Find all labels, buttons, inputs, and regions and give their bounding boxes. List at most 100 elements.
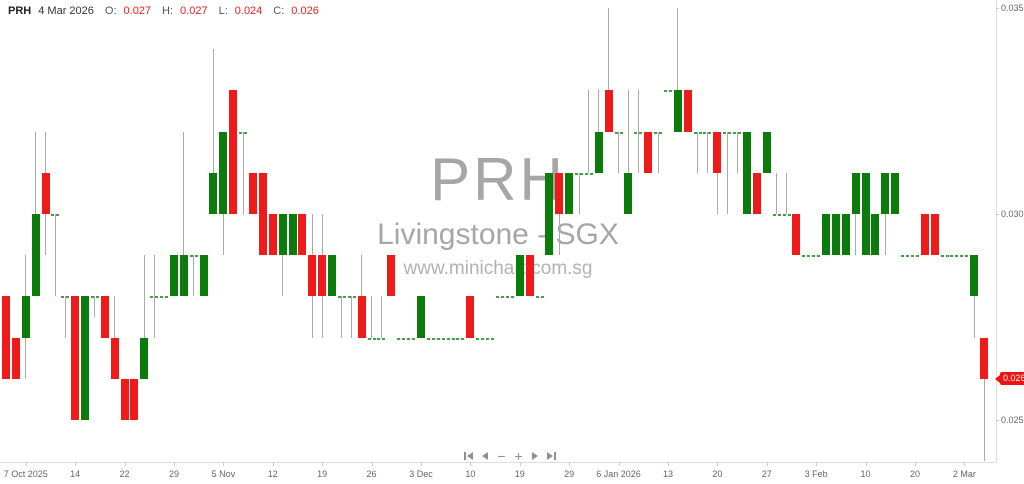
candle bbox=[268, 214, 277, 256]
time-axis-label: 12 bbox=[267, 469, 278, 479]
candle bbox=[71, 296, 80, 420]
candle-wick bbox=[706, 131, 708, 173]
candle bbox=[505, 296, 514, 299]
time-axis-tick bbox=[420, 462, 422, 466]
date-label: 4 Mar 2026 bbox=[38, 5, 94, 17]
candle-wick bbox=[716, 172, 718, 214]
candle bbox=[2, 296, 10, 379]
candle bbox=[920, 214, 929, 256]
candle bbox=[357, 296, 366, 338]
time-axis-label: 13 bbox=[662, 469, 673, 479]
time-axis-label: 26 bbox=[366, 469, 377, 479]
candle bbox=[743, 131, 751, 214]
candle-wick bbox=[153, 296, 155, 338]
candle bbox=[565, 172, 574, 214]
last-price-tag: 0.026 bbox=[995, 372, 1024, 386]
candle-wick bbox=[786, 172, 788, 214]
playback-controls: − + bbox=[450, 449, 570, 463]
candle bbox=[436, 337, 445, 340]
time-axis-tick bbox=[470, 462, 472, 466]
candle bbox=[901, 255, 910, 258]
candle-wick bbox=[578, 172, 580, 214]
candle-wick bbox=[657, 131, 659, 173]
candle-wick bbox=[311, 296, 313, 338]
time-axis-label: 5 Nov bbox=[211, 469, 236, 479]
skip-to-start-button[interactable] bbox=[464, 449, 474, 463]
time-axis-label: 2 Mar bbox=[952, 469, 976, 479]
price-axis-label: 0.030 bbox=[1001, 209, 1024, 219]
time-axis-label: 10 bbox=[465, 469, 476, 479]
candle bbox=[486, 337, 495, 340]
candle bbox=[822, 214, 831, 256]
time-axis-label: 6 Jan 2026 bbox=[596, 469, 641, 479]
candle bbox=[21, 296, 30, 338]
step-forward-button[interactable] bbox=[531, 449, 538, 463]
price-axis-line bbox=[996, 0, 997, 462]
candle bbox=[970, 255, 979, 297]
candle bbox=[851, 172, 860, 214]
candle bbox=[377, 337, 386, 340]
zoom-in-button[interactable]: + bbox=[514, 448, 523, 464]
time-axis-label: 20 bbox=[909, 469, 920, 479]
ohlc-info-bar: PRH 4 Mar 2026 O: 0.027 H: 0.027 L: 0.02… bbox=[8, 5, 319, 17]
candle-wick bbox=[25, 255, 27, 297]
skip-to-start-icon bbox=[464, 452, 466, 460]
price-axis-tick bbox=[996, 420, 999, 421]
candle-wick bbox=[143, 255, 145, 338]
candle-wick bbox=[598, 90, 600, 132]
candle bbox=[31, 214, 40, 297]
time-axis-tick bbox=[25, 462, 27, 466]
candle bbox=[41, 172, 50, 214]
chart-canvas[interactable] bbox=[0, 0, 996, 462]
candle bbox=[881, 172, 890, 214]
candle bbox=[189, 255, 198, 258]
time-axis-tick bbox=[272, 462, 274, 466]
candle bbox=[545, 172, 554, 256]
candle-wick bbox=[973, 296, 975, 338]
candle bbox=[930, 214, 939, 256]
skip-to-end-button[interactable] bbox=[546, 449, 556, 463]
candle-wick bbox=[321, 296, 323, 338]
candle bbox=[150, 296, 159, 299]
candle bbox=[812, 255, 821, 258]
candle bbox=[910, 255, 919, 258]
candle bbox=[703, 131, 712, 134]
candle bbox=[130, 378, 139, 420]
candle bbox=[179, 255, 188, 297]
close-value: 0.026 bbox=[291, 5, 319, 17]
time-axis-label: 27 bbox=[761, 469, 772, 479]
candle-wick bbox=[64, 296, 66, 338]
candle-wick bbox=[54, 214, 56, 297]
candle-wick bbox=[726, 131, 728, 214]
candle bbox=[673, 90, 682, 132]
high-value: 0.027 bbox=[180, 5, 208, 17]
candle-wick bbox=[35, 131, 37, 214]
candle-wick bbox=[371, 296, 373, 338]
candle bbox=[654, 131, 663, 134]
candle-wick bbox=[341, 296, 343, 338]
candle bbox=[337, 296, 346, 299]
candle bbox=[11, 337, 20, 379]
time-axis-tick bbox=[173, 462, 175, 466]
candle bbox=[575, 172, 584, 175]
candle-wick bbox=[114, 296, 116, 338]
time-axis-tick bbox=[124, 462, 126, 466]
candle bbox=[90, 296, 99, 299]
candle-wick bbox=[697, 131, 699, 173]
zoom-out-button[interactable]: − bbox=[497, 448, 506, 464]
candle bbox=[298, 214, 307, 256]
step-back-button[interactable] bbox=[482, 449, 489, 463]
time-axis-tick bbox=[964, 462, 966, 466]
candle bbox=[367, 337, 376, 340]
candle bbox=[584, 172, 593, 175]
time-axis-line bbox=[0, 462, 996, 463]
candle bbox=[288, 214, 297, 256]
candle-wick bbox=[637, 131, 639, 173]
candle bbox=[318, 255, 327, 297]
candle bbox=[762, 131, 771, 173]
candle bbox=[258, 172, 267, 256]
candle bbox=[604, 90, 613, 132]
candle bbox=[515, 255, 524, 297]
candle bbox=[160, 296, 169, 299]
